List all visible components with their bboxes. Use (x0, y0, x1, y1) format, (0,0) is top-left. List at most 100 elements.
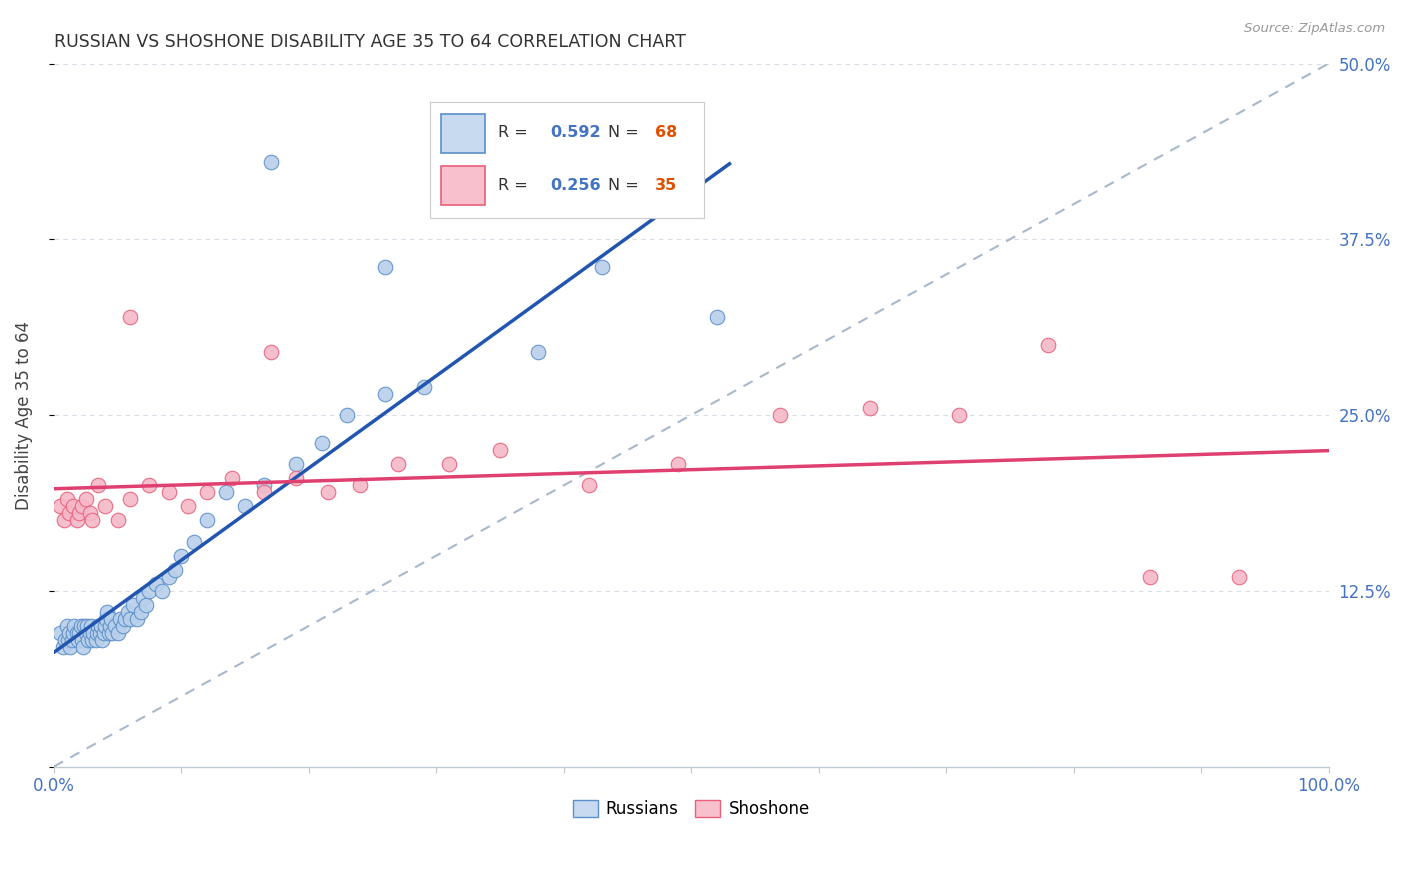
Point (1139, 570, 1161, 584)
Point (62, 500, 84, 514)
Point (100, 612, 122, 626)
Point (132, 591, 155, 605)
Point (135, 598, 157, 612)
Point (349, 478, 371, 492)
Point (117, 605, 139, 619)
Point (1038, 337, 1060, 351)
Point (948, 408, 970, 422)
Point (336, 408, 359, 422)
Point (94, 619, 117, 633)
Point (150, 583, 173, 598)
Point (66, 626, 89, 640)
Point (183, 534, 205, 549)
Point (79, 507, 101, 521)
Point (94, 500, 117, 514)
Point (120, 492, 142, 507)
Point (170, 549, 193, 563)
Point (62, 626, 84, 640)
Point (94, 612, 117, 626)
Point (96, 605, 118, 619)
Point (104, 619, 127, 633)
Point (49, 500, 72, 514)
Point (122, 598, 145, 612)
Point (82, 626, 104, 640)
Point (79, 626, 101, 640)
Point (412, 380, 434, 394)
Point (215, 485, 238, 500)
Point (591, 260, 613, 275)
Point (120, 310, 142, 324)
Point (107, 626, 129, 640)
Point (76, 619, 98, 633)
Point (138, 478, 160, 492)
Point (114, 612, 136, 626)
Point (53, 633, 76, 648)
Point (578, 478, 600, 492)
Point (437, 457, 460, 471)
Point (316, 485, 339, 500)
Point (73, 619, 96, 633)
Point (66, 514, 89, 528)
Point (89, 626, 111, 640)
Point (1229, 570, 1251, 584)
Y-axis label: Disability Age 35 to 64: Disability Age 35 to 64 (15, 320, 32, 509)
Legend: Russians, Shoshone: Russians, Shoshone (565, 794, 817, 825)
Point (59, 640, 82, 654)
Point (69, 619, 91, 633)
Point (93, 626, 115, 640)
Point (55, 619, 77, 633)
Point (221, 471, 243, 485)
Point (84, 633, 107, 648)
Point (374, 387, 396, 401)
Point (107, 514, 129, 528)
Point (80, 619, 103, 633)
Point (259, 344, 281, 359)
Point (163, 563, 186, 577)
Point (145, 576, 167, 591)
Point (387, 457, 409, 471)
Point (253, 478, 276, 492)
Point (70, 500, 93, 514)
Point (98, 619, 121, 633)
Point (374, 260, 396, 275)
Point (63, 619, 86, 633)
Point (67, 633, 90, 648)
Point (668, 457, 690, 471)
Point (56, 633, 79, 648)
Point (55, 492, 77, 507)
Point (259, 155, 281, 169)
Point (67, 507, 90, 521)
Point (77, 633, 100, 648)
Point (87, 478, 110, 492)
Point (75, 492, 97, 507)
Point (70, 633, 93, 648)
Text: Source: ZipAtlas.com: Source: ZipAtlas.com (1244, 22, 1385, 36)
Point (80, 514, 103, 528)
Point (90, 619, 112, 633)
Point (157, 570, 180, 584)
Point (58, 626, 80, 640)
Point (527, 344, 550, 359)
Point (97, 626, 120, 640)
Point (108, 612, 131, 626)
Point (80, 633, 103, 648)
Point (706, 310, 728, 324)
Point (72, 640, 94, 654)
Point (129, 605, 152, 619)
Point (67, 626, 90, 640)
Point (58, 507, 80, 521)
Point (111, 619, 134, 633)
Point (311, 436, 333, 450)
Point (53, 514, 76, 528)
Point (176, 500, 198, 514)
Text: RUSSIAN VS SHOSHONE DISABILITY AGE 35 TO 64 CORRELATION CHART: RUSSIAN VS SHOSHONE DISABILITY AGE 35 TO… (53, 33, 686, 51)
Point (86, 626, 108, 640)
Point (285, 457, 308, 471)
Point (233, 500, 256, 514)
Point (195, 485, 218, 500)
Point (253, 485, 276, 500)
Point (87, 619, 110, 633)
Point (60, 633, 83, 648)
Point (195, 514, 218, 528)
Point (49, 626, 72, 640)
